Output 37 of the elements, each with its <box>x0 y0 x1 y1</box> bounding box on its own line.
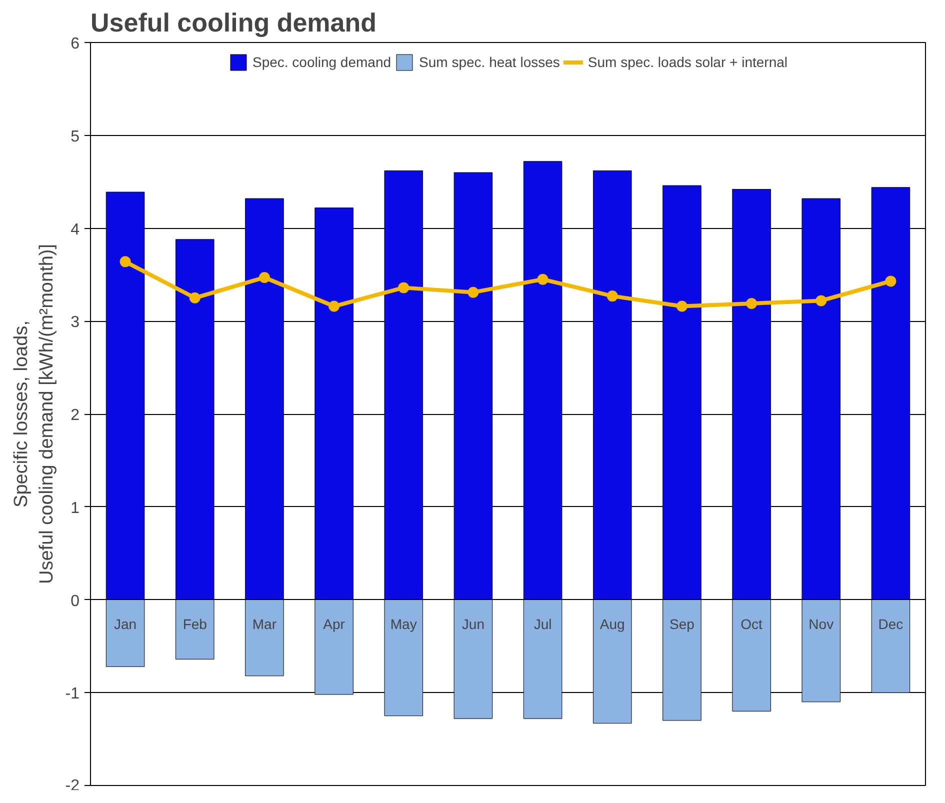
y-tick-label: 0 <box>70 592 80 610</box>
point <box>606 290 618 302</box>
point <box>398 282 410 294</box>
x-tick-label: Sep <box>670 616 695 632</box>
legend-label: Sum spec. heat losses <box>419 54 560 70</box>
point <box>816 295 827 306</box>
x-tick-label: Mar <box>252 616 277 632</box>
y-tick-label: 4 <box>70 221 80 238</box>
legend-label: Spec. cooling demand <box>252 54 392 70</box>
y-tick-label: -1 <box>65 686 80 703</box>
point <box>120 256 131 268</box>
x-tick-label: Feb <box>182 616 208 632</box>
point <box>189 292 200 304</box>
point <box>885 276 896 287</box>
y-tick-label: 5 <box>70 128 80 146</box>
y-tick-label: 3 <box>70 314 80 332</box>
x-tick-label: Jul <box>534 616 552 632</box>
point <box>746 298 758 309</box>
x-tick-label: Aug <box>600 616 625 632</box>
x-tick-label: Apr <box>323 616 346 632</box>
point <box>258 272 270 283</box>
x-tick-label: Nov <box>808 616 834 632</box>
point <box>676 300 688 312</box>
y-tick-label: 1 <box>70 500 80 517</box>
point <box>537 274 548 285</box>
point <box>328 300 340 312</box>
y-axis-title: Specific losses, loads, Useful cooling demand [kWh/(m²month)] <box>11 244 58 584</box>
x-tick-label: Oct <box>740 616 763 632</box>
y-tick-label: 6 <box>70 36 80 52</box>
y-tick-label: 2 <box>70 407 80 424</box>
legend-label: Sum spec. loads solar + internal <box>588 54 788 70</box>
chart-title: Useful cooling demand <box>90 8 377 38</box>
point <box>468 286 479 298</box>
x-tick-label: May <box>390 616 417 632</box>
x-tick-label: Jun <box>462 616 484 632</box>
x-tick-label: Dec <box>878 616 904 632</box>
x-tick-label: Jan <box>114 616 137 632</box>
